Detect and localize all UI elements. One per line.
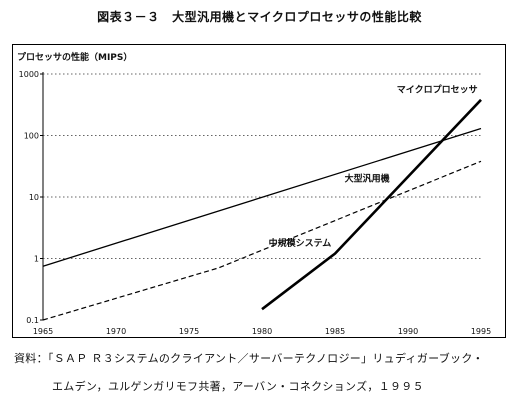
tick-label-x-5: 1990 [398,327,418,336]
plot-layer: 1000 100 10 1 0.1 1965 1970 1975 1980 1985 1990 199… [19,70,492,336]
source-line-1: 資料：「ＳＡＰ Ｒ３システムのクライアント／サーバーテクノロジー」リュディガーブ… [14,352,484,365]
tick-label-x-6: 1995 [471,327,491,336]
y-axis-label: プロセッサの性能（MIPS） [17,51,132,63]
source-line-2: エムデン，ユルゲンガリモフ共著，アーバン・コネクションズ，１９９５ [52,380,424,393]
chart-frame: プロセッサの性能（MIPS） 1000 100 10 1 0.1 1965 1970 1975… [12,44,506,338]
tick-label-y-3: 1 [34,255,39,264]
tick-label-x-1: 1970 [106,327,126,336]
tick-label-y-4: 0.1 [26,316,39,325]
series-label-2: マイクロプロセッサ [397,84,478,96]
tick-label-x-3: 1980 [252,327,272,336]
series-line-0 [42,127,482,267]
tick-label-y-1: 100 [24,132,39,141]
chart-svg: プロセッサの性能（MIPS） 1000 100 10 1 0.1 1965 1970 1975… [17,51,492,336]
series-line-2 [261,98,482,311]
figure-title: 図表３－３ 大型汎用機とマイクロプロセッサの性能比較 [97,10,422,24]
series-label-0: 大型汎用機 [345,172,390,184]
tick-label-x-2: 1975 [179,327,199,336]
tick-label-y-0: 1000 [19,70,39,79]
series-label-1: 中規模システム [269,237,332,249]
tick-label-x-4: 1985 [325,327,345,336]
series-line-1 [42,160,482,321]
tick-label-x-0: 1965 [33,327,53,336]
tick-label-y-2: 10 [29,193,39,202]
